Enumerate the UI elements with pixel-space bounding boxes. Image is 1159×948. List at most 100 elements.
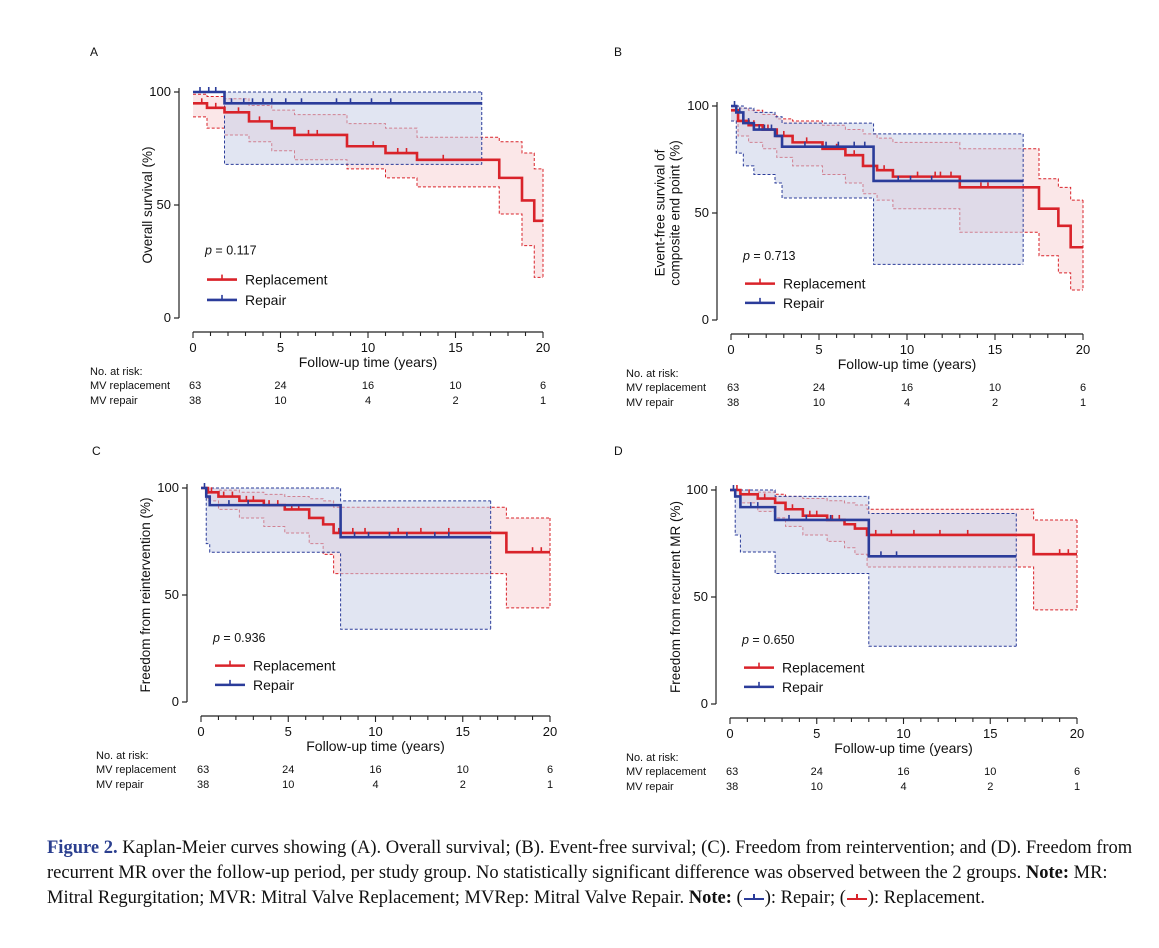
note-label: Note: bbox=[1025, 863, 1070, 883]
chart-panel-d: D 0 50 100 0 5 10 15 20 Follow-up time (years) Fre… bbox=[614, 444, 1084, 793]
x-tick-label: 10 bbox=[368, 724, 382, 739]
panel-tag: A bbox=[90, 45, 98, 59]
risk-table-cell: 4 bbox=[365, 395, 371, 407]
x-axis-label: Follow-up time (years) bbox=[299, 354, 437, 370]
x-tick-label: 0 bbox=[189, 340, 196, 355]
x-tick-label: 15 bbox=[983, 726, 997, 741]
risk-table-header: No. at risk: bbox=[96, 750, 149, 762]
note-label-2: Note: bbox=[688, 888, 732, 908]
legend-replacement-label: Replacement bbox=[782, 660, 865, 676]
risk-table-cell: 24 bbox=[282, 764, 294, 776]
risk-table-cell: 4 bbox=[904, 397, 910, 409]
p-value: p = 0.650 bbox=[741, 633, 795, 647]
repair-ci-band bbox=[730, 490, 1017, 647]
p-value: p = 0.117 bbox=[204, 244, 257, 258]
x-axis-label: Follow-up time (years) bbox=[306, 738, 444, 754]
x-axis-label: Follow-up time (years) bbox=[838, 356, 976, 372]
repair-upper-ci-line bbox=[201, 487, 491, 502]
y-axis-label: Freedom from recurrent MR (%) bbox=[668, 501, 683, 693]
chart-panel-a: A 0 50 100 0 5 10 15 20 Follow-up time (years) Ove… bbox=[90, 45, 550, 407]
y-tick-label: 100 bbox=[157, 480, 179, 495]
panel-tag: B bbox=[614, 45, 622, 59]
risk-table-header: No. at risk: bbox=[90, 366, 143, 378]
risk-table-cell: 6 bbox=[540, 380, 546, 392]
replacement-survival-line bbox=[201, 486, 550, 554]
y-axis-label: composite end point (%) bbox=[668, 140, 683, 286]
y-tick-label: 50 bbox=[695, 205, 709, 220]
legend-replacement-label: Replacement bbox=[245, 272, 328, 288]
risk-table-cell: 1 bbox=[1074, 781, 1080, 793]
risk-table-cell: 38 bbox=[189, 395, 201, 407]
risk-table-header: No. at risk: bbox=[626, 368, 679, 380]
risk-table-cell: 6 bbox=[1074, 766, 1080, 778]
y-tick-label: 100 bbox=[149, 84, 171, 99]
legend-replacement-label: Replacement bbox=[783, 276, 866, 292]
risk-table-cell: 38 bbox=[726, 781, 738, 793]
risk-table-cell: 24 bbox=[813, 382, 825, 394]
repair-caption-text: ): Repair; ( bbox=[764, 888, 846, 908]
y-tick-label: 50 bbox=[165, 587, 179, 602]
y-tick-label: 0 bbox=[164, 310, 171, 325]
risk-table-cell: 2 bbox=[452, 395, 458, 407]
risk-table-cell: 2 bbox=[992, 397, 998, 409]
risk-table-cell: 16 bbox=[362, 380, 374, 392]
legend-repair-label: Repair bbox=[245, 292, 287, 308]
risk-table-cell: 1 bbox=[1080, 397, 1086, 409]
x-tick-label: 20 bbox=[1070, 726, 1084, 741]
risk-table-header: No. at risk: bbox=[626, 752, 679, 764]
risk-table-cell: 6 bbox=[1080, 382, 1086, 394]
legend-repair-label: Repair bbox=[782, 679, 824, 695]
repair-lower-ci-line bbox=[731, 120, 1024, 265]
risk-table-cell: 10 bbox=[457, 764, 469, 776]
risk-table-cell: 16 bbox=[369, 764, 381, 776]
x-tick-label: 20 bbox=[536, 340, 550, 355]
p-value: p = 0.936 bbox=[212, 631, 266, 645]
x-tick-label: 5 bbox=[285, 724, 292, 739]
risk-table-cell: 63 bbox=[197, 764, 209, 776]
y-tick-label: 0 bbox=[172, 694, 179, 709]
repair-ci-band bbox=[201, 488, 491, 630]
y-tick-label: 100 bbox=[687, 98, 709, 113]
replacement-survival-line bbox=[730, 488, 1077, 556]
y-tick-label: 0 bbox=[702, 312, 709, 327]
p-value: p = 0.713 bbox=[742, 249, 796, 263]
replacement-legend-icon bbox=[846, 891, 868, 905]
repair-ci-band bbox=[193, 92, 482, 165]
legend-replacement-label: Replacement bbox=[253, 658, 336, 674]
risk-table-row-label: MV repair bbox=[626, 781, 674, 793]
risk-table-row-label: MV repair bbox=[626, 397, 674, 409]
risk-table-cell: 10 bbox=[984, 766, 996, 778]
risk-table-cell: 10 bbox=[989, 382, 1001, 394]
repair-upper-ci-line bbox=[731, 105, 1024, 135]
legend-repair-label: Repair bbox=[253, 677, 295, 693]
risk-table-cell: 10 bbox=[813, 397, 825, 409]
risk-table-cell: 10 bbox=[449, 380, 461, 392]
x-tick-label: 20 bbox=[1076, 342, 1090, 357]
risk-table-cell: 2 bbox=[987, 781, 993, 793]
risk-table-cell: 2 bbox=[460, 779, 466, 791]
risk-table-cell: 63 bbox=[726, 766, 738, 778]
y-tick-label: 50 bbox=[694, 589, 708, 604]
panel-tag: D bbox=[614, 444, 623, 458]
risk-table-cell: 38 bbox=[727, 397, 739, 409]
replacement-caption-text: ): Replacement. bbox=[867, 888, 985, 908]
risk-table-cell: 10 bbox=[274, 395, 286, 407]
y-tick-label: 50 bbox=[157, 197, 171, 212]
x-tick-label: 20 bbox=[543, 724, 557, 739]
repair-lower-ci-line bbox=[730, 489, 1017, 647]
risk-table-cell: 63 bbox=[727, 382, 739, 394]
y-axis-label: Freedom from reintervention (%) bbox=[138, 497, 153, 692]
risk-table-cell: 10 bbox=[811, 781, 823, 793]
x-tick-label: 15 bbox=[988, 342, 1002, 357]
risk-table-cell: 4 bbox=[372, 779, 378, 791]
replacement-survival-line bbox=[193, 102, 543, 223]
risk-table-row-label: MV repair bbox=[96, 779, 144, 791]
risk-table-row-label: MV replacement bbox=[626, 382, 706, 394]
y-axis-label: Overall survival (%) bbox=[140, 146, 155, 263]
caption-text: Kaplan-Meier curves showing (A). Overall… bbox=[47, 838, 1133, 883]
x-tick-label: 10 bbox=[900, 342, 914, 357]
x-tick-label: 5 bbox=[815, 342, 822, 357]
legend-repair-label: Repair bbox=[783, 295, 825, 311]
risk-table-cell: 10 bbox=[282, 779, 294, 791]
